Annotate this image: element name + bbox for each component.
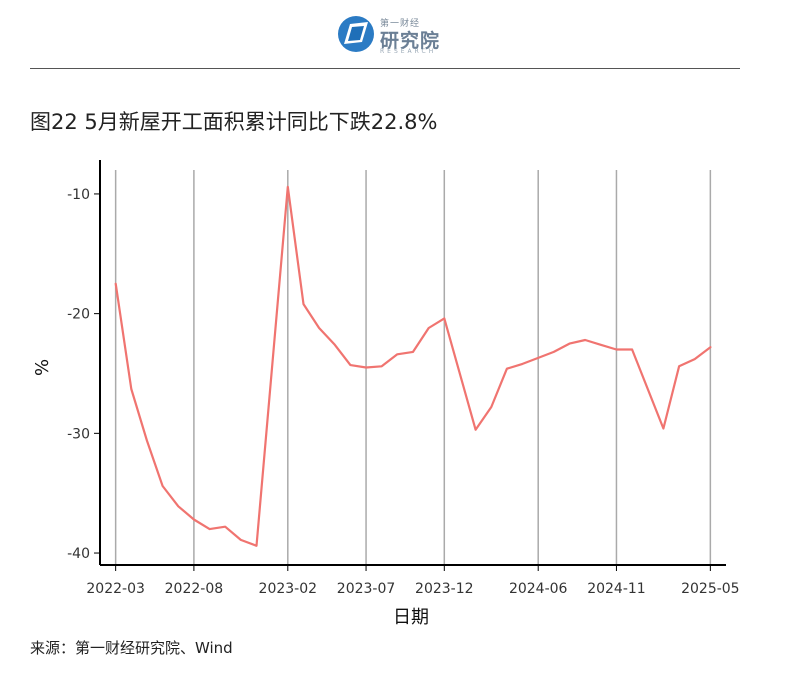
logo-top-text: 第一财经 [380, 19, 421, 29]
y-tick-label: -30 [67, 426, 90, 442]
x-tick-label: 2024-11 [587, 581, 646, 597]
series-line [114, 185, 712, 547]
header-divider [30, 68, 740, 69]
tick-labels: 2022-03 2022-08 2023-02 2023-07 2023-12 2024-… [32, 187, 740, 628]
line-chart: 2022-03 2022-08 2023-02 2023-07 2023-12 2024-… [32, 160, 740, 628]
brand-logo: 第一财经 研究院 RESEARCH [336, 10, 446, 58]
y-axis-title: % [32, 359, 53, 376]
y-tick-label: -20 [67, 307, 90, 323]
x-tick-label: 2024-06 [509, 581, 568, 597]
logo-main-text: 研究院 [380, 30, 441, 52]
y-tick-label: -10 [67, 187, 90, 203]
logo-mark-icon [338, 16, 374, 52]
axes [94, 160, 726, 571]
source-note: 来源：第一财经研究院、Wind [30, 639, 233, 657]
gridlines [114, 170, 712, 565]
y-tick-label: -40 [67, 546, 90, 562]
chart-title: 图22 5月新屋开工面积累计同比下跌22.8% [30, 110, 438, 134]
x-tick-label: 2023-12 [415, 581, 474, 597]
x-tick-label: 2022-08 [165, 581, 224, 597]
x-tick-label: 2025-05 [681, 581, 740, 597]
x-tick-label: 2022-03 [86, 581, 145, 597]
logo-sub-text: RESEARCH [380, 48, 437, 55]
x-tick-label: 2023-02 [259, 581, 318, 597]
report-header: 第一财经 研究院 RESEARCH [0, 0, 811, 70]
x-axis-title: 日期 [393, 607, 429, 628]
series-layer [114, 185, 712, 547]
x-tick-label: 2023-07 [337, 581, 396, 597]
